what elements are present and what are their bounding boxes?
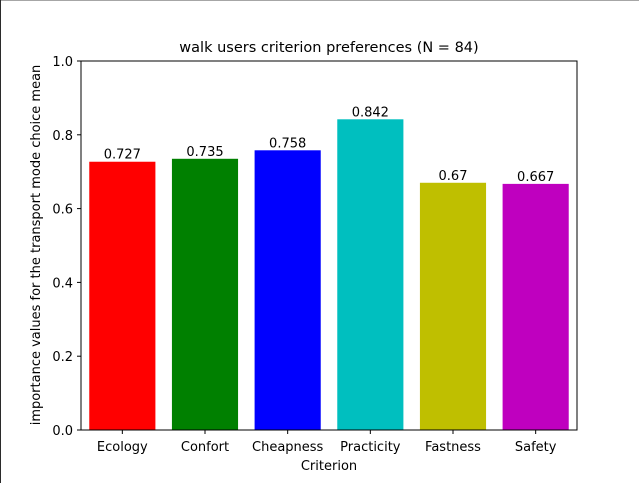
value-label-ecology: 0.727 bbox=[104, 148, 141, 163]
y-tick-label: 0.4 bbox=[52, 276, 73, 291]
window-left-border bbox=[0, 0, 1, 483]
y-tick-label: 0.2 bbox=[52, 350, 73, 365]
bar-practicity bbox=[337, 119, 404, 431]
plot-area-frame bbox=[80, 60, 578, 431]
bar-ecology bbox=[89, 161, 156, 431]
value-labels-group: 0.727 0.735 0.758 0.842 0.67 0.667 bbox=[104, 105, 555, 185]
y-tick-label: 0.6 bbox=[52, 203, 73, 218]
x-axis: Ecology Confort Cheapness Practicity Fastnes… bbox=[97, 430, 557, 455]
window-top-border bbox=[0, 0, 639, 1]
x-tick-label-fastness: Fastness bbox=[425, 440, 481, 455]
y-axis-label: importance values for the transport mode… bbox=[29, 65, 44, 426]
bars-group bbox=[89, 119, 569, 431]
value-label-confort: 0.735 bbox=[186, 145, 223, 160]
x-tick-label-ecology: Ecology bbox=[97, 440, 148, 455]
x-tick-label-cheapness: Cheapness bbox=[252, 440, 324, 455]
x-tick-label-practicity: Practicity bbox=[340, 440, 401, 455]
x-tick-label-safety: Safety bbox=[515, 440, 557, 455]
value-label-fastness: 0.67 bbox=[439, 169, 468, 184]
value-label-cheapness: 0.758 bbox=[269, 136, 306, 151]
x-tick-label-confort: Confort bbox=[181, 440, 229, 455]
bar-cheapness bbox=[254, 150, 321, 431]
y-tick-label: 0.8 bbox=[52, 129, 73, 144]
bar-confort bbox=[171, 158, 239, 431]
x-axis-label: Criterion bbox=[301, 459, 357, 474]
bar-fastness bbox=[419, 182, 487, 430]
y-axis: 0.0 0.2 0.4 0.6 0.8 1.0 bbox=[52, 55, 81, 439]
value-label-practicity: 0.842 bbox=[352, 105, 389, 120]
chart-title: walk users criterion preferences (N = 84… bbox=[179, 40, 478, 56]
value-label-safety: 0.667 bbox=[517, 170, 554, 185]
bar-safety bbox=[502, 183, 569, 430]
y-tick-label: 1.0 bbox=[52, 55, 73, 70]
y-tick-label: 0.0 bbox=[52, 424, 73, 439]
